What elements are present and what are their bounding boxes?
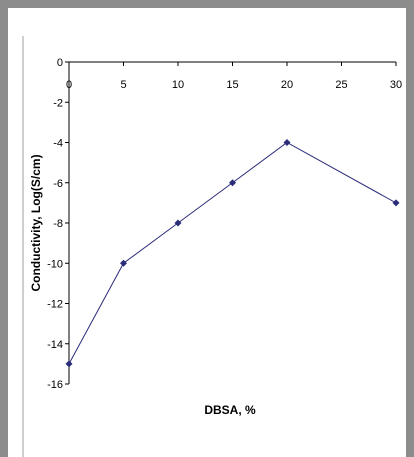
y-axis-title: Conductivity, Log(S/cm) [29, 154, 43, 291]
y-tick-label: 0 [57, 57, 63, 69]
y-tick-label: -10 [47, 258, 63, 270]
axes [68, 61, 396, 384]
y-tick-label: -16 [47, 379, 63, 391]
x-tick-label: 20 [281, 79, 293, 91]
series-markers [65, 139, 400, 368]
data-point-marker [283, 139, 291, 146]
x-tick-label: 0 [66, 79, 72, 91]
frame-divider [22, 36, 24, 457]
y-tick-label: -6 [53, 178, 63, 190]
x-tick-label: 30 [390, 79, 402, 91]
data-point-marker [65, 360, 73, 368]
y-tick-label: -8 [53, 218, 63, 230]
x-tick-label: 5 [120, 79, 126, 91]
x-tick-label: 15 [226, 79, 238, 91]
data-point-marker [392, 199, 400, 207]
data-point-marker [120, 259, 127, 267]
x-ticks: 0 5 10 15 20 25 30 [66, 62, 402, 91]
x-axis-title: DBSA, % [204, 403, 256, 417]
y-ticks: 0-2-4-6-8-10-12-14-16 [47, 57, 69, 391]
y-tick-label: -2 [53, 97, 63, 109]
data-point-marker [174, 219, 182, 227]
data-point-marker [229, 179, 236, 187]
x-tick-label: 10 [172, 79, 184, 91]
y-tick-label: -12 [47, 299, 63, 311]
y-tick-label: -14 [47, 339, 63, 351]
y-tick-label: -4 [53, 138, 63, 150]
series-line [68, 141, 397, 365]
x-tick-label: 25 [335, 79, 347, 91]
